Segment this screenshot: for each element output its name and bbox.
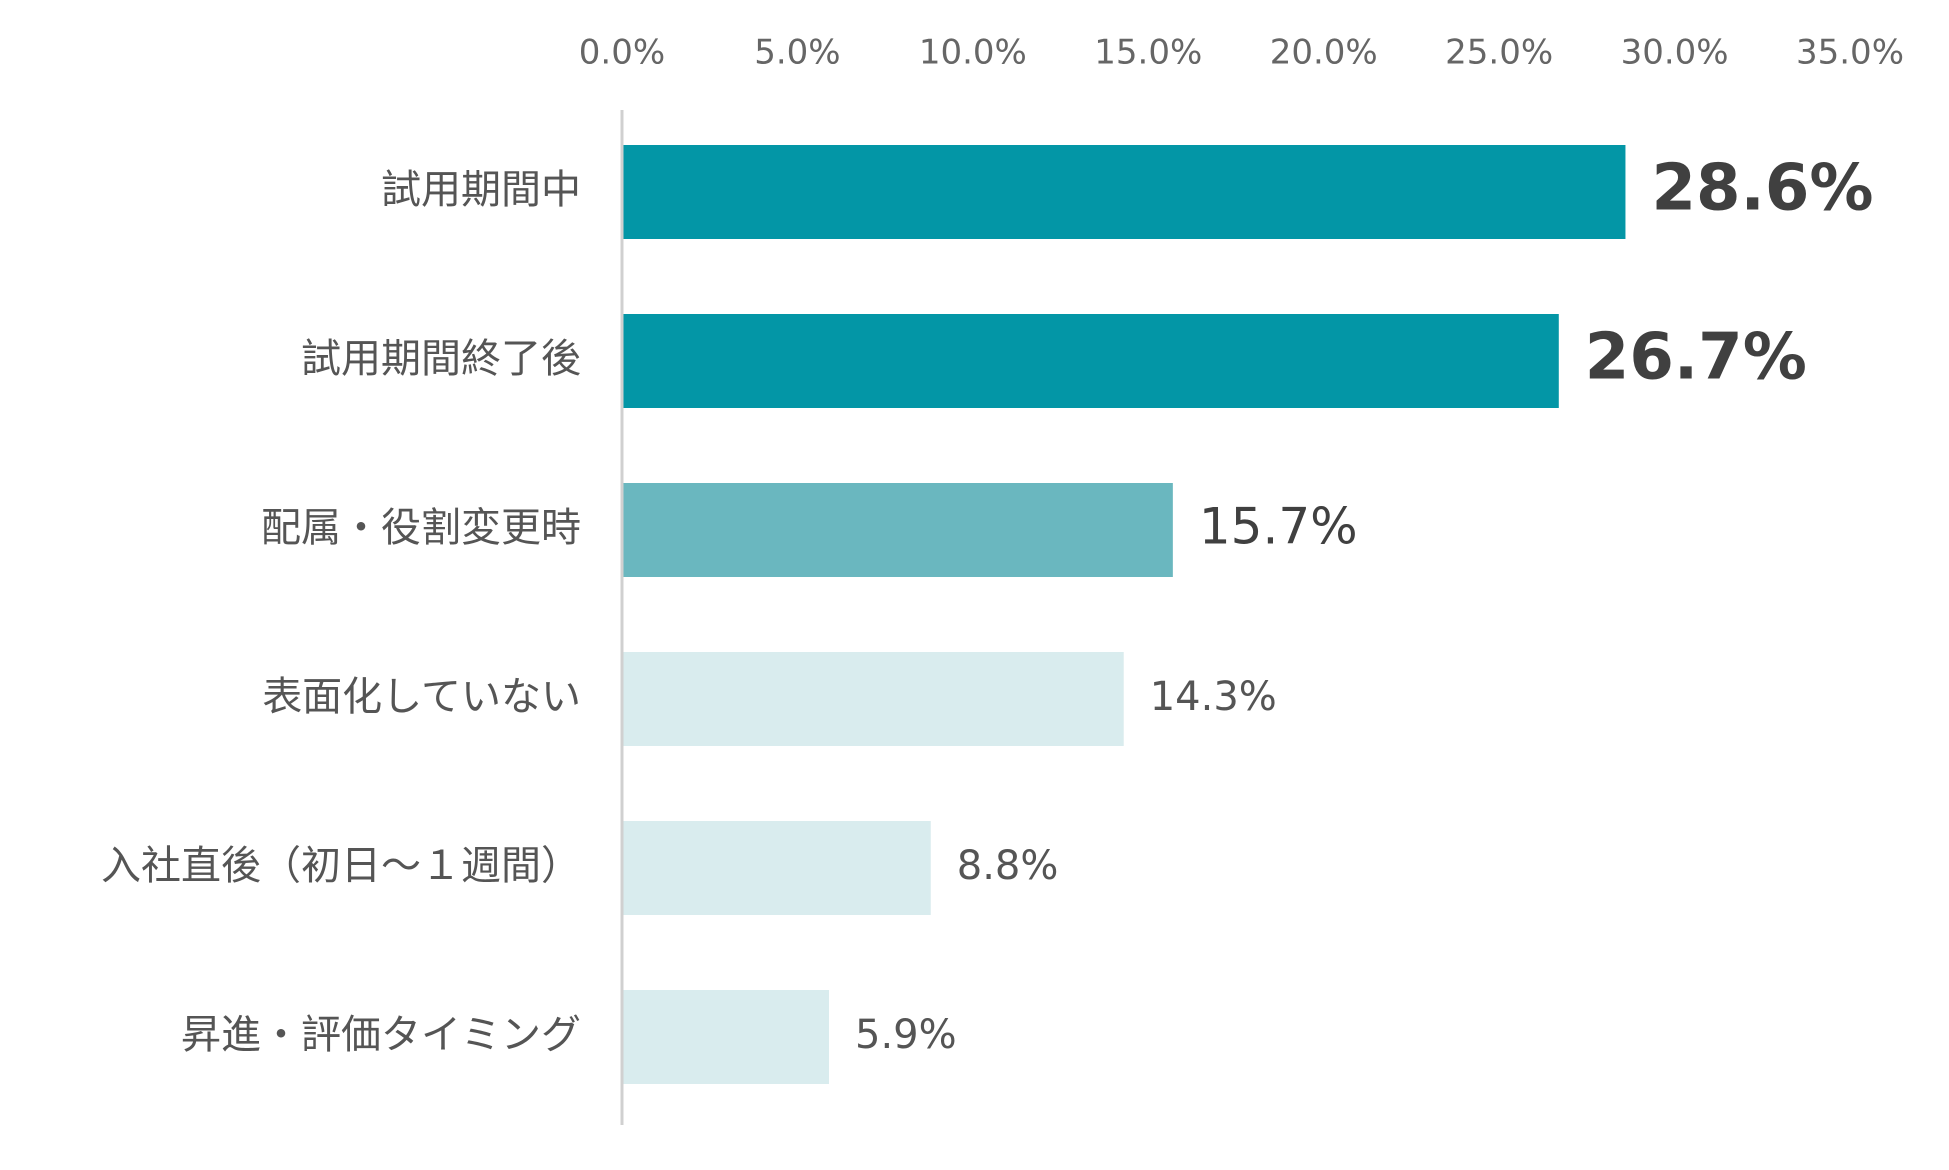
data-label: 8.8% — [957, 843, 1059, 889]
category-label: 試用期間終了後 — [301, 336, 581, 382]
x-tick-label: 5.0% — [754, 33, 840, 73]
bar — [622, 483, 1173, 577]
x-tick-label: 25.0% — [1445, 33, 1553, 73]
x-tick-label: 35.0% — [1796, 33, 1904, 73]
data-label: 28.6% — [1651, 152, 1873, 226]
data-label: 26.7% — [1585, 321, 1807, 395]
x-tick-label: 15.0% — [1094, 33, 1202, 73]
x-tick-label: 30.0% — [1621, 33, 1729, 73]
category-label: 昇進・評価タイミング — [181, 1012, 581, 1058]
bar — [622, 990, 830, 1084]
bar — [622, 314, 1559, 408]
category-label: 試用期間中 — [381, 167, 581, 213]
bar — [622, 821, 931, 915]
bar — [622, 145, 1626, 239]
category-label: 表面化していない — [262, 674, 581, 720]
bar — [622, 652, 1124, 746]
category-label: 配属・役割変更時 — [261, 505, 581, 551]
category-label: 入社直後（初日〜１週間） — [101, 843, 581, 889]
data-label: 15.7% — [1199, 498, 1358, 556]
data-label: 5.9% — [855, 1012, 957, 1058]
data-label: 14.3% — [1150, 674, 1277, 720]
x-tick-label: 20.0% — [1270, 33, 1378, 73]
x-tick-label: 10.0% — [919, 33, 1027, 73]
x-tick-label: 0.0% — [579, 33, 665, 73]
